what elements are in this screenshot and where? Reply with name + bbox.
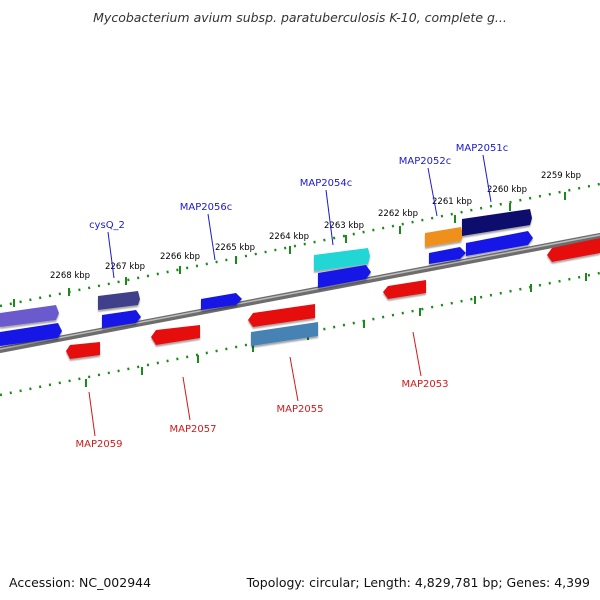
gene-label: MAP2053 <box>402 379 449 390</box>
gene-label: MAP2051c <box>456 143 508 154</box>
gene-label: MAP2052c <box>399 156 451 167</box>
gene-label: MAP2056c <box>180 202 232 213</box>
tick-label: 2265 kbp <box>215 243 255 253</box>
scale-ticks <box>13 192 566 307</box>
gene-arrow-reverse <box>151 325 200 345</box>
gene-label: MAP2057 <box>170 424 217 435</box>
gene-label: cysQ_2 <box>89 220 125 231</box>
map-title: Mycobacterium avium subsp. paratuberculo… <box>93 10 507 25</box>
gene-arrow-forward <box>0 323 62 346</box>
label-leader <box>182 376 191 421</box>
forward-scale-line <box>0 182 600 308</box>
tick-label: 2259 kbp <box>541 171 581 181</box>
gene-arrow-forward <box>201 293 242 310</box>
gene-arrow-forward <box>462 209 532 236</box>
gene-arrow-forward <box>0 305 59 327</box>
gene-arrow-forward <box>425 227 463 247</box>
gene-arrow-forward <box>314 248 370 271</box>
gene-arrow-reverse <box>248 304 315 327</box>
label-leader <box>88 391 96 437</box>
genome-backbone-highlight <box>0 234 600 350</box>
tick-label: 2260 kbp <box>487 185 527 195</box>
label-leader <box>289 356 299 402</box>
label-leader <box>427 167 438 217</box>
label-leader <box>325 189 334 246</box>
tick-label: 2263 kbp <box>324 221 364 231</box>
reverse-scale-line <box>0 271 600 397</box>
label-leader <box>207 213 216 261</box>
reverse-genes <box>66 238 600 359</box>
tick-label: 2268 kbp <box>50 271 90 281</box>
gene-label: MAP2054c <box>300 178 352 189</box>
gene-arrow-reverse <box>383 280 426 299</box>
gene-arrow-reverse <box>66 342 100 359</box>
gene-arrow-forward <box>318 265 371 288</box>
forward-genes <box>0 209 532 327</box>
label-leader <box>482 154 492 203</box>
gene-arrow-reverse <box>547 238 600 262</box>
tick-label: 2264 kbp <box>269 232 309 242</box>
forward-genes-row2 <box>0 231 533 346</box>
gene-arrow-forward <box>429 247 466 264</box>
gene-label: MAP2059 <box>76 439 123 450</box>
tick-label: 2267 kbp <box>105 262 145 272</box>
gene-label: MAP2055 <box>277 404 324 415</box>
gene-arrow-forward <box>466 231 533 256</box>
gene-arrow-forward <box>102 310 141 328</box>
tick-label: 2262 kbp <box>378 209 418 219</box>
label-leader <box>412 331 422 377</box>
genome-summary-text: Topology: circular; Length: 4,829,781 bp… <box>246 575 590 590</box>
reverse-scale-ticks <box>85 273 587 387</box>
accession-text: Accession: NC_002944 <box>9 575 152 590</box>
tick-label: 2266 kbp <box>160 252 200 262</box>
gene-arrow-reverse <box>251 322 318 346</box>
genome-backbone <box>0 233 600 353</box>
gene-arrow-forward <box>98 291 140 310</box>
label-leader <box>107 231 115 279</box>
tick-label: 2261 kbp <box>432 197 472 207</box>
